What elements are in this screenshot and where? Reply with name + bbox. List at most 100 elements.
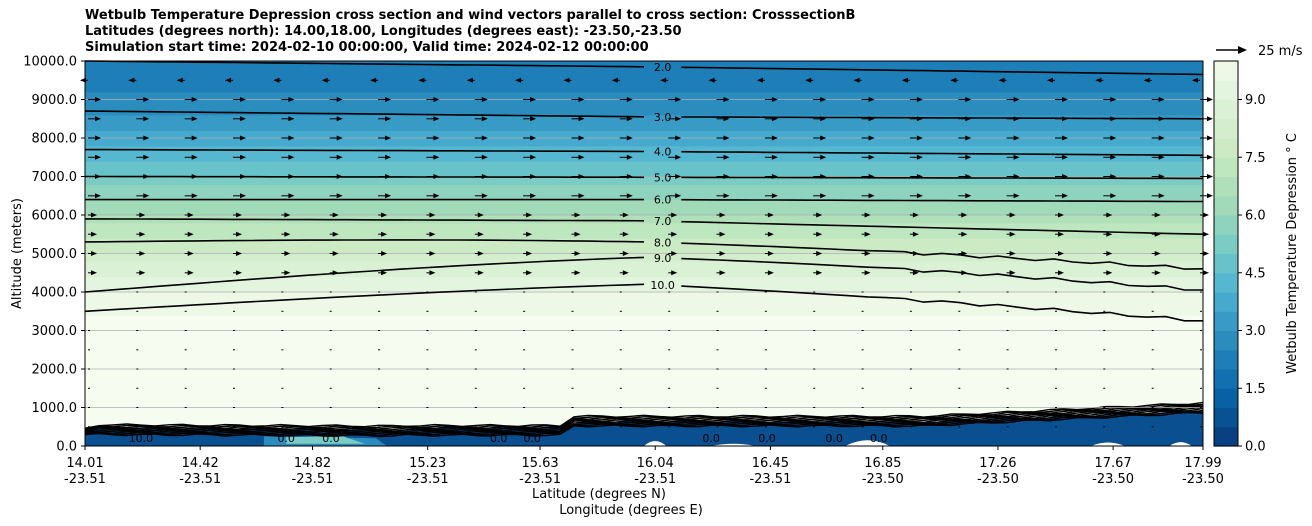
wind-arrow-head bbox=[385, 154, 392, 160]
wind-arrow-head bbox=[176, 77, 183, 83]
wind-arrow-head bbox=[429, 251, 436, 256]
contour-band bbox=[85, 276, 1203, 285]
wind-arrow-head bbox=[771, 193, 778, 199]
wind-arrow-head bbox=[574, 231, 581, 237]
colorbar-segment bbox=[1214, 388, 1238, 409]
colorbar-segment bbox=[1214, 99, 1238, 120]
contour-label: 10.0 bbox=[650, 279, 675, 292]
wind-arrow-head bbox=[820, 116, 827, 122]
x-tick-label-lon: -23.51 bbox=[407, 472, 449, 487]
x-tick-label-lon: -23.50 bbox=[977, 472, 1019, 487]
wind-arrow-head bbox=[626, 174, 633, 179]
contour-band bbox=[85, 138, 1203, 147]
wind-arrow-head bbox=[526, 251, 533, 256]
wind-arrow-head bbox=[816, 270, 823, 276]
wind-arrow-head bbox=[481, 193, 488, 199]
wind-arrow-head bbox=[91, 212, 97, 218]
contour-line bbox=[84, 239, 1204, 270]
wind-arrow-head bbox=[916, 154, 923, 160]
wind-arrow-head bbox=[1062, 135, 1068, 141]
wind-arrow-head bbox=[1013, 193, 1020, 199]
x-tick-label-lon: -23.51 bbox=[634, 472, 676, 487]
wind-arrow-head bbox=[771, 174, 778, 179]
contour-band bbox=[85, 130, 1203, 139]
wind-arrow-head bbox=[965, 135, 972, 141]
wind-arrow-head bbox=[481, 97, 488, 102]
x-tick-label-lon: -23.51 bbox=[64, 472, 106, 487]
wind-arrow-head bbox=[998, 77, 1005, 83]
surface-layer: 10.0 0.0 0.0 0.0 0.0 0.0 0.0 0.0 0.0 bbox=[84, 401, 1204, 446]
wind-arrow-head bbox=[916, 174, 923, 179]
wind-arrow-head bbox=[1013, 154, 1020, 160]
wind-arrow-head bbox=[805, 77, 812, 83]
wind-arrow-head bbox=[240, 174, 246, 179]
surface-gap bbox=[1091, 442, 1125, 446]
wind-arrow-head bbox=[626, 154, 633, 160]
wind-arrow-head bbox=[771, 154, 778, 160]
wind-arrow-head bbox=[370, 77, 377, 83]
wind-arrow-head bbox=[1110, 193, 1117, 199]
x-tick-label-lat: 16.04 bbox=[637, 456, 674, 471]
x-tick-label-lon: -23.51 bbox=[519, 472, 561, 487]
wind-arrow-head bbox=[671, 251, 678, 256]
title-line: Simulation start time: 2024-02-10 00:00:… bbox=[85, 40, 649, 55]
contour-line bbox=[84, 283, 1203, 322]
contour-line bbox=[84, 110, 1204, 120]
wind-arrow-head bbox=[1047, 77, 1053, 83]
wind-arrow-head bbox=[723, 116, 730, 122]
wind-arrow-head bbox=[143, 97, 150, 102]
wind-arrow-head bbox=[336, 116, 343, 122]
surface-contour-label: 0.0 bbox=[490, 432, 508, 445]
wind-arrow-head bbox=[288, 116, 295, 122]
y-tick-label: 2000.0 bbox=[32, 363, 78, 378]
contour-band bbox=[85, 376, 1203, 385]
wind-arrow-head bbox=[853, 77, 860, 83]
contour-band bbox=[85, 191, 1203, 201]
wind-arrow-head bbox=[675, 97, 682, 102]
wind-arrow-head bbox=[820, 193, 827, 199]
surface-contour-label: 0.0 bbox=[277, 432, 295, 445]
wind-arrow-head bbox=[671, 212, 678, 218]
wind-arrow-head bbox=[477, 212, 484, 218]
wind-arrow-head bbox=[719, 251, 726, 256]
wind-arrow-head bbox=[240, 154, 246, 160]
wind-arrow-head bbox=[418, 77, 425, 83]
wind-arrow-head bbox=[622, 251, 629, 256]
surface-fill bbox=[85, 411, 1203, 446]
wind-arrow-head bbox=[481, 116, 488, 122]
surface-contour-label: 0.0 bbox=[758, 432, 776, 445]
wind-arrow-head bbox=[1207, 154, 1213, 160]
wind-arrow-head bbox=[236, 270, 242, 276]
wind-arrow-head bbox=[381, 251, 388, 256]
wind-arrow-head bbox=[767, 251, 774, 256]
wind-arrow-head bbox=[719, 231, 726, 237]
wind-arrow-head bbox=[240, 116, 246, 122]
chart-title: Wetbulb Temperature Depression cross sec… bbox=[85, 8, 855, 56]
plot-area: 10.0 0.0 0.0 0.0 0.0 0.0 0.0 0.0 0.0 2.0 3.0 4.0 5.0… bbox=[80, 60, 1213, 447]
wind-arrow-head bbox=[965, 154, 972, 160]
wind-arrow-head bbox=[143, 116, 150, 122]
wind-arrow-head bbox=[288, 193, 295, 199]
contour-label: 7.0 bbox=[654, 215, 672, 228]
wind-arrow-head bbox=[916, 116, 923, 122]
x-tick-label-lat: 14.82 bbox=[294, 456, 331, 471]
colorbar-label: Wetbulb Temperature Depression ° C bbox=[1285, 133, 1300, 374]
wind-arrow-head bbox=[526, 212, 533, 218]
contour-band bbox=[85, 330, 1203, 339]
contour-band bbox=[85, 184, 1203, 193]
wind-arrow-head bbox=[1158, 154, 1165, 160]
wind-arrow-head bbox=[143, 193, 150, 199]
wind-arrow-head bbox=[916, 135, 923, 141]
contour-band bbox=[85, 307, 1203, 316]
surface-contour-label: 0.0 bbox=[702, 432, 720, 445]
wind-key-arrow-head bbox=[1238, 46, 1247, 54]
wind-arrow-head bbox=[675, 135, 682, 141]
x-tick-label-lat: 16.85 bbox=[864, 456, 901, 471]
wind-arrow-head bbox=[139, 231, 146, 237]
wind-arrow-head bbox=[1203, 231, 1209, 237]
wind-arrow-head bbox=[95, 154, 101, 160]
x-tick-label-lat: 15.23 bbox=[409, 456, 446, 471]
wind-arrow-head bbox=[864, 231, 871, 237]
wind-arrow-head bbox=[868, 154, 875, 160]
contour-band bbox=[85, 76, 1203, 85]
